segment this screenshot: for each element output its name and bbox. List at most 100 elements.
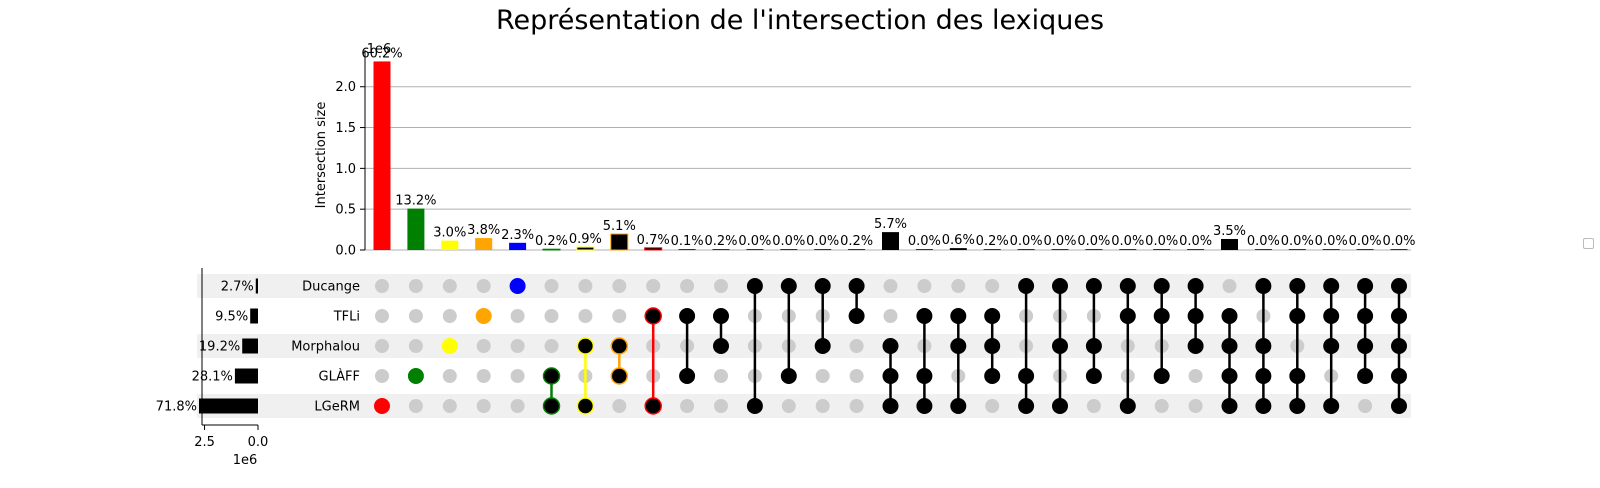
matrix-dot-inactive	[1188, 369, 1203, 383]
matrix-dot-active	[576, 337, 595, 355]
intersection-bar	[644, 247, 663, 251]
intersection-bar	[1356, 249, 1374, 250]
matrix-dot-active	[1323, 308, 1340, 324]
matrix-dot-active	[542, 367, 561, 385]
matrix-dot-active	[441, 338, 458, 354]
bar-percent-label: 0.0%	[1382, 234, 1415, 249]
intersection-bar	[1119, 249, 1137, 250]
matrix-dot-inactive	[510, 309, 525, 323]
y-offset-label: 1e6	[367, 42, 392, 57]
matrix-dot-active	[1119, 278, 1136, 294]
matrix-dot-active	[1221, 398, 1238, 414]
intersection-bar	[1187, 249, 1205, 250]
matrix-dot-active	[1221, 368, 1238, 384]
matrix-dot-active	[984, 368, 1001, 384]
matrix-dot-inactive	[476, 399, 491, 413]
intersection-bar	[983, 249, 1001, 250]
matrix-dot-active	[610, 367, 629, 385]
matrix-dot-inactive	[1188, 399, 1203, 413]
bar-percent-label: 60.2%	[361, 46, 402, 61]
matrix-dot-inactive	[612, 309, 627, 323]
matrix-dot-active	[814, 338, 831, 354]
intersection-bar	[1017, 249, 1035, 250]
matrix-dot-active	[1289, 308, 1306, 324]
intersection-bar	[1390, 249, 1408, 250]
matrix-dot-active	[644, 307, 662, 325]
matrix-dot-active	[1255, 368, 1272, 384]
matrix-dot-active	[1323, 398, 1340, 414]
matrix-dot-inactive	[442, 399, 457, 413]
bar-percent-label: 0.0%	[1247, 234, 1280, 249]
matrix-dot-active	[1289, 398, 1306, 414]
bar-percent-label: 0.0%	[1010, 234, 1043, 249]
matrix-dot-active	[1391, 398, 1407, 414]
chart-title: Représentation de l'intersection des lex…	[495, 5, 1105, 36]
y-tick-label: 2.0	[335, 80, 356, 95]
matrix-dot-inactive	[714, 399, 728, 413]
bar-percent-label: 0.2%	[535, 234, 568, 249]
intersection-bar	[1288, 249, 1306, 250]
matrix-dot-inactive	[375, 279, 389, 293]
matrix-dot-active	[1357, 368, 1374, 384]
matrix-row-shade	[197, 394, 1411, 418]
matrix-dot-active	[1391, 278, 1407, 294]
bar-percent-label: 5.1%	[603, 219, 636, 234]
set-size-bar	[198, 398, 258, 414]
bar-percent-label: 0.2%	[840, 234, 873, 249]
matrix-dot-inactive	[1358, 399, 1373, 413]
y-tick-label: 1.0	[335, 162, 356, 177]
matrix-dot-inactive	[849, 399, 864, 413]
y-tick-label: 1.5	[335, 121, 356, 136]
matrix-dot-active	[950, 338, 967, 354]
bar-percent-label: 5.7%	[874, 217, 907, 232]
set-name-label: LGeRM	[314, 400, 360, 415]
matrix-dot-inactive	[510, 339, 525, 353]
matrix-dot-inactive	[1086, 399, 1101, 413]
matrix-dot-active	[1153, 308, 1170, 324]
intersection-bar	[1153, 249, 1171, 250]
matrix-dot-active	[882, 398, 899, 414]
intersection-bar	[814, 249, 832, 250]
bar-percent-label: 0.2%	[976, 234, 1009, 249]
intersection-bar	[475, 238, 493, 250]
matrix-dot-active	[882, 338, 899, 354]
matrix-dot-inactive	[849, 369, 864, 383]
intersection-bar	[746, 249, 764, 250]
set-size-percent-label: 71.8%	[156, 400, 197, 415]
y-axis-label: Intersection size	[314, 102, 329, 209]
set-size-percent-label: 2.7%	[221, 280, 254, 295]
matrix-dot-inactive	[849, 339, 864, 353]
set-size-bar	[255, 278, 258, 294]
matrix-dot-active	[848, 278, 865, 294]
matrix-dot-active	[916, 308, 933, 324]
matrix-dot-active	[1153, 368, 1170, 384]
matrix-row-shade	[197, 334, 1411, 358]
bar-percent-label: 0.0%	[738, 234, 771, 249]
matrix-dot-active	[1052, 338, 1068, 354]
intersection-bar	[441, 240, 459, 250]
intersection-bar	[610, 233, 629, 251]
matrix-dot-inactive	[985, 399, 1000, 413]
matrix-dot-active	[1323, 338, 1340, 354]
intersection-bar	[1322, 249, 1340, 250]
matrix-dot-inactive	[612, 399, 627, 413]
matrix-dot-inactive	[883, 309, 898, 323]
matrix-dot-active	[610, 337, 629, 355]
set-name-label: GLÀFF	[319, 369, 360, 385]
set-size-percent-label: 28.1%	[192, 370, 233, 385]
matrix-dot-active	[1391, 308, 1407, 324]
matrix-dot-inactive	[476, 279, 491, 293]
matrix-dot-active	[746, 278, 763, 294]
set-name-label: Morphalou	[291, 340, 360, 355]
bar-percent-label: 0.1%	[671, 234, 704, 249]
matrix-dot-active	[1255, 278, 1272, 294]
matrix-dot-active	[1221, 338, 1238, 354]
bar-percent-label: 0.0%	[1281, 234, 1314, 249]
matrix-dot-inactive	[408, 399, 423, 413]
intersection-bar	[882, 232, 899, 250]
intersection-bar	[1051, 249, 1069, 250]
matrix-dot-active	[713, 308, 729, 324]
matrix-dot-active	[950, 398, 967, 414]
matrix-dot-inactive	[408, 279, 423, 293]
